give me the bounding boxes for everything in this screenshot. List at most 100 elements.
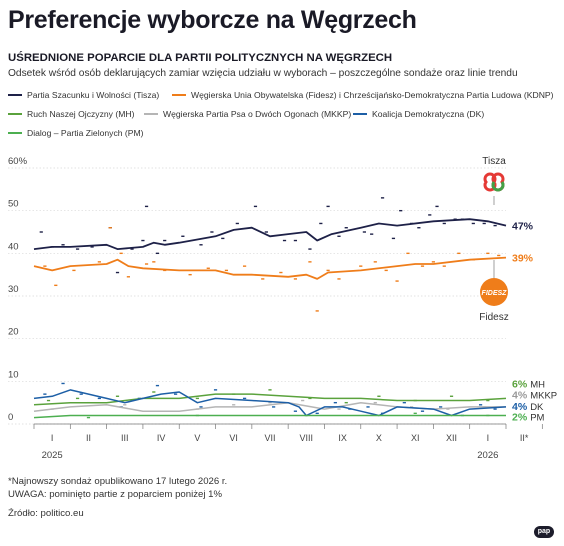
fidesz-logo-icon — [480, 278, 508, 306]
poll-point-mh — [449, 395, 454, 397]
trend-line-dk — [33, 389, 507, 417]
y-tick-label: 60% — [8, 156, 28, 167]
chart-description: Odsetek wśród osób deklarujących zamiar … — [8, 68, 518, 79]
y-tick-label: 40 — [8, 241, 19, 252]
x-tick-label: XI — [411, 433, 420, 443]
legend-label-pm: Dialog – Partia Zielonych (PM) — [27, 128, 144, 138]
poll-point-fidesz — [337, 278, 341, 280]
x-tick-label: III — [121, 433, 129, 443]
party-logos: Tisza FIDESZ Fidesz — [479, 156, 508, 323]
poll-point-dk — [420, 410, 425, 412]
poll-point-tisza — [221, 237, 225, 240]
poll-point-tisza — [380, 197, 385, 199]
legend-swatch-pm — [8, 131, 22, 135]
poll-point-fidesz — [431, 261, 435, 263]
poll-point-mkkp — [446, 408, 450, 410]
poll-point-tisza — [435, 205, 439, 208]
y-tick-label: 50 — [8, 199, 19, 210]
poll-point-tisza — [235, 222, 239, 225]
poll-point-fidesz — [326, 269, 330, 272]
legend-swatch-mkkp — [144, 112, 158, 116]
x-tick-label: VII — [264, 433, 275, 443]
poll-point-mh — [308, 397, 312, 400]
poll-point-mh — [152, 391, 156, 393]
poll-point-fidesz — [108, 227, 112, 229]
x-tick-label: X — [376, 433, 382, 443]
poll-point-tisza — [163, 239, 167, 242]
poll-point-dk — [478, 404, 483, 406]
poll-point-dk — [439, 406, 443, 408]
fidesz-logo-badge: FIDESZ — [482, 290, 508, 297]
page-title: Preferencje wyborcze na Węgrzech — [8, 6, 417, 34]
y-tick-label: 10 — [8, 369, 19, 380]
poll-point-mkkp — [301, 399, 305, 402]
x-tick-label: VI — [229, 433, 238, 443]
end-label-name-dk: DK — [530, 402, 544, 413]
end-label-pm: 2% PM — [512, 412, 545, 424]
poll-point-fidesz — [144, 263, 149, 265]
x-tick-label: I — [51, 433, 54, 443]
legend-item-mkkp: Węgierska Partia Psa o Dwóch Ogonach (MK… — [144, 109, 351, 119]
poll-point-tisza — [181, 235, 185, 237]
poll-point-fidesz — [420, 265, 425, 267]
poll-point-mkkp — [410, 406, 414, 408]
poll-point-dk — [174, 393, 178, 395]
legend-label-tisza: Partia Szacunku i Wolności (Tisza) — [27, 90, 160, 100]
legend-swatch-tisza — [8, 93, 22, 97]
poll-point-fidesz — [457, 252, 461, 255]
poll-point-tisza — [90, 246, 94, 248]
poll-point-mh — [195, 397, 199, 400]
x-axis: I II III IV V VI VII VIII IX X XI XII I II*2025 2026 — [33, 423, 543, 461]
legend-item-mh: Ruch Naszej Ojczyzny (MH) — [8, 109, 134, 119]
footnote-note: UWAGA: pominięto partie z poparciem poni… — [8, 489, 222, 500]
poll-point-dk — [293, 410, 298, 412]
footnote-source: Źródło: politico.eu — [8, 508, 84, 519]
y-tick-label: 0 — [8, 412, 13, 423]
legend-item-pm: Dialog – Partia Zielonych (PM) — [8, 128, 144, 138]
poll-point-mh — [268, 389, 272, 391]
poll-point-mh — [75, 397, 80, 400]
poll-point-tisza — [144, 205, 149, 208]
poll-point-dk — [213, 389, 218, 391]
poll-point-fidesz — [126, 276, 130, 278]
tisza-logo-icon — [480, 168, 508, 196]
end-label-name-mkkp: MKKP — [530, 390, 557, 401]
x-tick-label: II* — [520, 433, 529, 443]
x-tick-label: IV — [157, 433, 166, 443]
poll-point-fidesz — [152, 261, 156, 263]
poll-point-fidesz — [279, 271, 283, 274]
x-tick-label: VIII — [300, 433, 314, 443]
end-label-name-mh: MH — [530, 380, 545, 391]
poll-point-tisza — [482, 222, 486, 225]
poll-point-tisza — [210, 231, 214, 233]
poll-point-tisza — [199, 244, 203, 246]
end-label-fidesz: 39% — [512, 253, 534, 265]
poll-point-tisza — [370, 233, 374, 235]
poll-point-dk — [333, 401, 337, 404]
poll-point-mh — [344, 401, 348, 404]
legend-swatch-dk — [353, 112, 367, 116]
poll-point-tisza — [155, 252, 160, 255]
poll-point-fidesz — [395, 280, 399, 282]
y-axis: 0 10 20 30 40 50 60% — [8, 156, 28, 423]
x-tick-label: II — [86, 433, 91, 443]
poll-point-mh — [377, 395, 381, 397]
legend-item-fidesz: Węgierska Unia Obywatelska (Fidesz) i Ch… — [172, 90, 554, 100]
poll-point-fidesz — [72, 269, 76, 272]
poll-point-mkkp — [123, 404, 127, 406]
poll-points — [39, 197, 501, 419]
poll-point-tisza — [115, 271, 120, 274]
year-label: 2026 — [477, 450, 498, 461]
poll-point-dk — [61, 382, 65, 385]
poll-point-fidesz — [497, 254, 501, 257]
legend-swatch-mh — [8, 112, 22, 116]
legend-label-mkkp: Węgierska Partia Psa o Dwóch Ogonach (MK… — [163, 109, 352, 119]
poll-point-fidesz — [406, 252, 410, 255]
poll-point-mh — [486, 399, 490, 402]
poll-point-tisza — [39, 231, 43, 233]
poll-point-fidesz — [97, 261, 101, 263]
legend-swatch-fidesz — [172, 93, 186, 97]
end-label-name-pm: PM — [530, 413, 544, 424]
